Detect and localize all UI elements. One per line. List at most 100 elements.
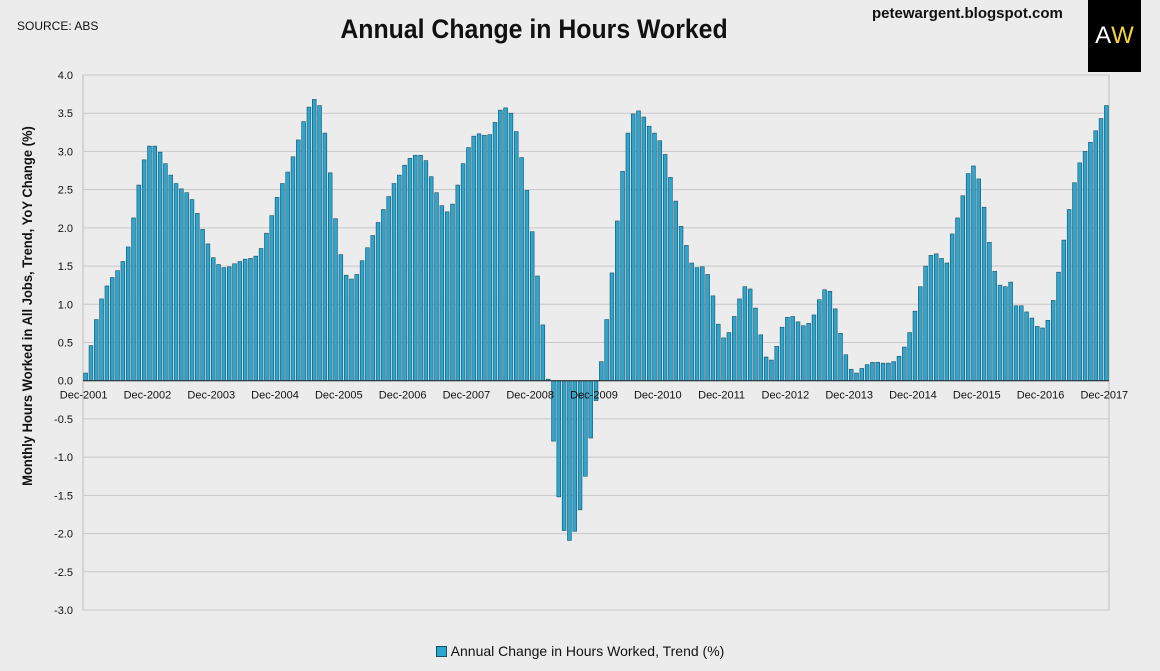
bar — [1035, 326, 1040, 382]
bar — [322, 132, 328, 382]
bar — [173, 183, 179, 382]
y-tick-label: -1.5 — [54, 490, 73, 502]
bar — [668, 177, 673, 382]
bar — [902, 346, 907, 382]
bar — [189, 199, 195, 382]
bar — [365, 247, 370, 382]
bar — [280, 183, 285, 382]
bar — [747, 288, 753, 382]
x-tick-label: Dec-2003 — [187, 390, 235, 402]
bar — [455, 184, 460, 382]
bar — [1050, 300, 1056, 382]
bar — [94, 319, 99, 382]
bar — [168, 174, 173, 382]
bar — [519, 157, 524, 382]
x-tick-label: Dec-2015 — [953, 390, 1001, 402]
bar — [684, 245, 689, 382]
bar — [476, 133, 482, 382]
bar — [795, 321, 801, 382]
bar — [423, 160, 429, 382]
bar — [833, 308, 838, 382]
bar — [652, 132, 657, 382]
bar — [928, 255, 934, 382]
y-tick-label: 3.0 — [58, 146, 73, 158]
y-axis: 4.0 3.5 3.0 2.5 2.0 1.5 1.0 0.5 0.0 -0.5 -1.0 -1.5 -… — [54, 70, 73, 617]
bar — [822, 289, 827, 382]
bar — [981, 206, 987, 382]
bar — [221, 267, 227, 382]
bar — [402, 164, 407, 382]
y-tick-label: 1.5 — [58, 261, 73, 273]
bar — [817, 299, 822, 382]
bar — [327, 172, 333, 382]
bar — [1072, 182, 1077, 382]
bar — [381, 209, 386, 382]
bar — [753, 307, 758, 382]
bar — [317, 105, 322, 382]
bar — [955, 217, 960, 382]
x-tick-label: Dec-2014 — [889, 390, 937, 402]
bar — [540, 324, 546, 382]
bar — [349, 278, 354, 382]
bar — [163, 163, 168, 382]
x-tick-label: Dec-2007 — [443, 390, 491, 402]
bar — [886, 362, 891, 382]
bar — [386, 196, 391, 382]
bar — [678, 226, 684, 382]
bar — [838, 333, 843, 382]
y-tick-label: -3.0 — [54, 605, 73, 617]
bar — [514, 131, 519, 382]
bar — [354, 274, 359, 382]
bar — [503, 107, 508, 382]
bar — [83, 372, 88, 382]
bar — [620, 171, 625, 382]
bar — [1098, 118, 1104, 382]
bar — [997, 284, 1003, 382]
bar — [561, 380, 567, 531]
bar — [179, 188, 184, 382]
bar — [912, 310, 918, 382]
bar — [184, 192, 189, 382]
legend-swatch — [435, 645, 447, 657]
bar — [801, 325, 806, 382]
bar — [391, 183, 397, 382]
x-tick-label: Dec-2006 — [379, 390, 427, 402]
bar — [705, 274, 710, 382]
bar — [413, 154, 418, 382]
bar — [939, 258, 944, 382]
bar — [115, 270, 120, 382]
y-tick-label: -0.5 — [54, 414, 73, 426]
y-tick-label: 2.0 — [58, 223, 73, 235]
x-tick-label: Dec-2012 — [762, 390, 810, 402]
bar — [971, 165, 976, 382]
bar — [790, 316, 795, 382]
bar — [1024, 311, 1029, 382]
bar — [434, 192, 439, 382]
bar — [960, 195, 966, 382]
bar — [646, 125, 652, 382]
bar — [854, 372, 859, 382]
x-tick-label: Dec-2009 — [570, 390, 618, 402]
bar — [870, 362, 875, 382]
bar — [301, 121, 306, 382]
bar — [1003, 286, 1008, 382]
bar — [312, 99, 317, 382]
bar — [567, 380, 572, 541]
bar — [716, 323, 721, 382]
bar — [333, 218, 338, 382]
bar — [141, 159, 147, 382]
bar — [428, 176, 434, 382]
site-url[interactable]: petewargent.blogspot.com — [872, 5, 1063, 22]
bar — [157, 151, 163, 382]
bar — [290, 156, 296, 382]
bar — [508, 112, 514, 382]
x-tick-label: Dec-2002 — [124, 390, 172, 402]
bar — [630, 113, 636, 382]
bar — [609, 272, 615, 382]
bar — [460, 163, 466, 382]
bar — [864, 364, 870, 382]
bar — [407, 158, 413, 382]
bar — [944, 262, 950, 382]
